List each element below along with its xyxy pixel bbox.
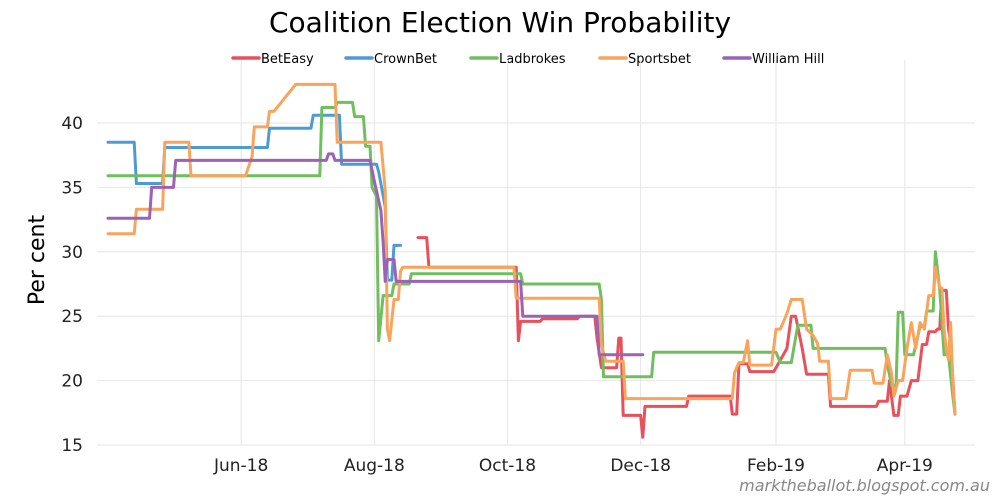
y-tick-label: 35 xyxy=(61,178,83,198)
y-tick-label: 25 xyxy=(61,307,83,327)
source-credit: marktheballot.blogspot.com.au xyxy=(739,476,990,495)
legend-label-ladbrokes: Ladbrokes xyxy=(499,52,566,67)
series-line-william-hill xyxy=(106,152,645,357)
x-tick-label: Oct-18 xyxy=(479,456,536,476)
legend-label-beteasy: BetEasy xyxy=(261,52,314,67)
legend-label-william-hill: William Hill xyxy=(752,52,824,67)
legend-label-sportsbet: Sportsbet xyxy=(628,52,691,67)
x-tick-label: Aug-18 xyxy=(344,456,405,476)
y-tick-label: 15 xyxy=(61,436,83,456)
legend: BetEasy CrownBet Ladbrokes Sportsbet William… xyxy=(231,52,824,67)
x-tick-label: Dec-18 xyxy=(610,456,671,476)
y-tick-label: 30 xyxy=(61,243,83,263)
x-tick-label: Feb-19 xyxy=(747,456,805,476)
x-tick-labels: Jun-18 Aug-18 Oct-18 Dec-18 Feb-19 Apr-19 xyxy=(213,456,933,476)
y-tick-label: 20 xyxy=(61,372,83,392)
x-tick-label: Apr-19 xyxy=(877,456,933,476)
series-line-crownbet xyxy=(106,113,402,282)
y-axis-label: Per cent xyxy=(25,215,50,306)
series-line-sportsbet xyxy=(106,82,957,416)
grid xyxy=(97,60,975,446)
chart-title: Coalition Election Win Probability xyxy=(269,6,731,39)
series-group xyxy=(106,82,957,439)
y-tick-label: 40 xyxy=(61,114,83,134)
x-tick-label: Jun-18 xyxy=(213,456,268,476)
legend-label-crownbet: CrownBet xyxy=(374,52,437,67)
y-tick-labels: 15 20 25 30 35 40 xyxy=(61,114,83,456)
